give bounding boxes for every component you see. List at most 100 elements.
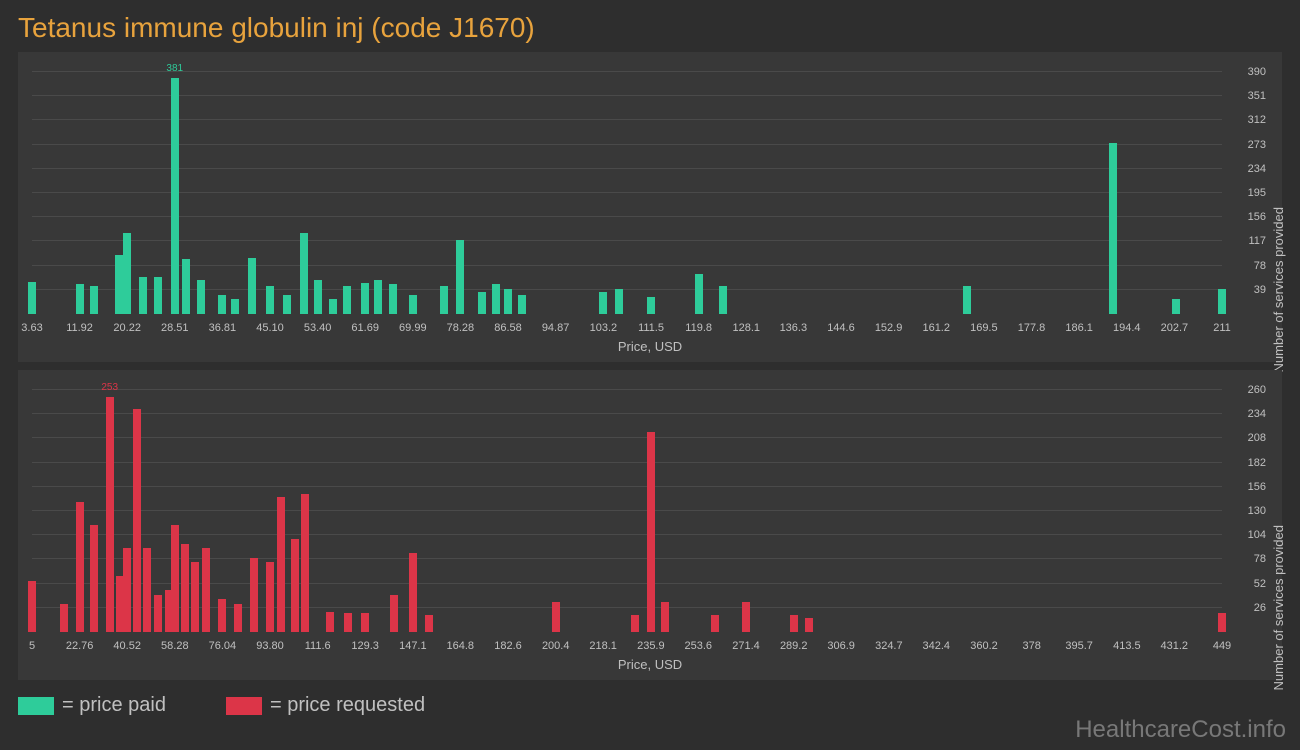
y-axis-label-bottom: Number of services provided [1271, 525, 1286, 690]
x-tick: 360.2 [970, 640, 998, 652]
x-tick: 194.4 [1113, 322, 1141, 334]
bar [326, 612, 334, 632]
bar [1218, 289, 1226, 314]
bar [615, 289, 623, 314]
bar [266, 286, 274, 314]
bar [343, 286, 351, 314]
x-tick: 136.3 [780, 322, 808, 334]
x-tick: 147.1 [399, 640, 427, 652]
x-tick: 93.80 [256, 640, 284, 652]
bar [115, 255, 123, 314]
x-tick: 378 [1023, 640, 1041, 652]
bar [440, 286, 448, 314]
bar [504, 289, 512, 314]
x-tick: 342.4 [923, 640, 951, 652]
y-tick: 52 [1254, 578, 1266, 590]
x-tick: 324.7 [875, 640, 903, 652]
x-tick: 161.2 [922, 322, 950, 334]
bar [478, 292, 486, 314]
bar [182, 259, 190, 314]
bar [90, 286, 98, 314]
x-tick: 111.5 [638, 322, 664, 334]
x-tick: 202.7 [1161, 322, 1189, 334]
legend-label-requested: = price requested [270, 694, 425, 717]
bar [248, 258, 256, 314]
x-tick: 253.6 [685, 640, 713, 652]
bar [154, 277, 162, 314]
bar [314, 280, 322, 314]
x-tick: 235.9 [637, 640, 665, 652]
bar [291, 539, 299, 632]
x-tick: 94.87 [542, 322, 570, 334]
bar [409, 295, 417, 314]
y-tick: 130 [1248, 505, 1266, 517]
x-tick: 306.9 [827, 640, 855, 652]
chart-title: Tetanus immune globulin inj (code J1670) [0, 0, 1300, 52]
bar [647, 297, 655, 314]
bar [1218, 613, 1226, 632]
bar [300, 233, 308, 314]
x-tick: 271.4 [732, 640, 760, 652]
x-tick: 76.04 [209, 640, 237, 652]
bar [250, 558, 258, 632]
watermark: HealthcareCost.info [1075, 716, 1286, 744]
bar [181, 544, 189, 632]
x-tick: 289.2 [780, 640, 808, 652]
x-tick: 53.40 [304, 322, 332, 334]
bar [374, 280, 382, 314]
x-tick: 58.28 [161, 640, 189, 652]
bar [361, 283, 369, 314]
x-tick: 128.1 [733, 322, 761, 334]
x-tick: 40.52 [113, 640, 141, 652]
bar [197, 280, 205, 314]
y-tick: 234 [1248, 163, 1266, 175]
x-tick: 45.10 [256, 322, 284, 334]
y-tick: 117 [1248, 235, 1266, 247]
x-tick: 186.1 [1065, 322, 1093, 334]
x-tick: 111.6 [305, 640, 331, 652]
x-tick: 218.1 [589, 640, 617, 652]
bar [389, 284, 397, 314]
bar [361, 613, 369, 632]
bar [963, 286, 971, 314]
y-tick: 351 [1248, 90, 1266, 102]
bar [492, 284, 500, 314]
bar [76, 284, 84, 314]
bar [409, 553, 417, 632]
peak-label: 381 [166, 63, 183, 74]
bar [631, 615, 639, 632]
y-tick: 26 [1254, 602, 1266, 614]
x-tick: 177.8 [1018, 322, 1046, 334]
x-tick: 69.99 [399, 322, 427, 334]
bar [234, 604, 242, 632]
x-tick: 36.81 [209, 322, 237, 334]
x-tick: 211 [1213, 322, 1231, 334]
y-tick: 234 [1248, 408, 1266, 420]
y-tick: 208 [1248, 432, 1266, 444]
bar [1109, 143, 1117, 314]
bar [661, 602, 669, 632]
x-tick: 169.5 [970, 322, 998, 334]
x-tick: 86.58 [494, 322, 522, 334]
peak-label: 253 [101, 382, 118, 393]
x-tick: 3.63 [21, 322, 42, 334]
x-tick: 182.6 [494, 640, 522, 652]
bar [344, 613, 352, 632]
x-tick: 103.2 [590, 322, 618, 334]
bar [277, 497, 285, 632]
bar [647, 432, 655, 632]
bar [154, 595, 162, 632]
bar [106, 397, 114, 632]
bar [711, 615, 719, 632]
bar [719, 286, 727, 314]
bar [133, 409, 141, 632]
legend-swatch-requested [226, 697, 262, 715]
y-tick: 156 [1248, 211, 1266, 223]
x-tick: 413.5 [1113, 640, 1141, 652]
y-axis-label-top: Number of services provided [1271, 207, 1286, 372]
legend-swatch-paid [18, 697, 54, 715]
bar [599, 292, 607, 314]
y-tick: 182 [1248, 457, 1266, 469]
x-tick: 200.4 [542, 640, 570, 652]
bar [425, 615, 433, 632]
